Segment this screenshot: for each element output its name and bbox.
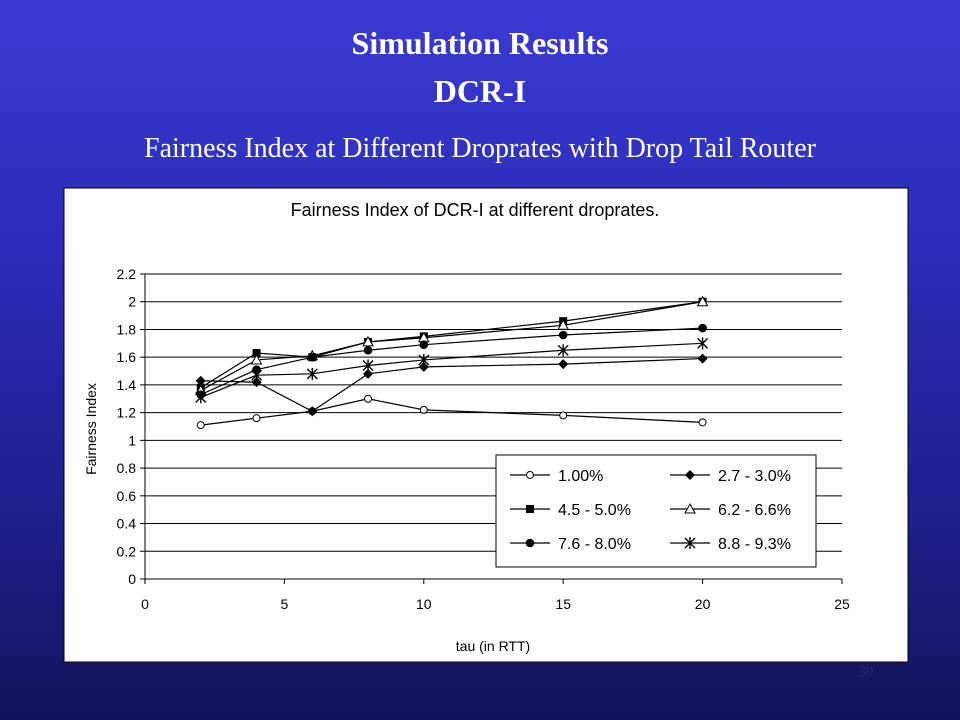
x-tick-label: 15 [555, 596, 571, 612]
data-point-series-4 [250, 353, 263, 365]
legend-label: 4.5 - 5.0% [558, 502, 631, 519]
y-tick-label: 0.4 [117, 516, 137, 532]
data-point-series-6 [251, 369, 263, 382]
data-point-series-2 [558, 359, 569, 370]
y-tick-label: 0 [128, 571, 136, 587]
data-point-series-1 [196, 421, 205, 430]
chart-title: Fairness Index of DCR-I at different dro… [291, 200, 660, 220]
data-point-series-1 [419, 405, 428, 414]
slide-title-line2: DCR-I [433, 73, 527, 109]
data-point-series-1 [698, 418, 707, 427]
data-point-series-1 [252, 414, 261, 423]
y-tick-label: 0.2 [117, 543, 137, 559]
legend-marker [684, 502, 696, 514]
chart-frame [63, 187, 909, 663]
legend-marker [525, 538, 535, 548]
legend-marker [684, 537, 696, 549]
data-point-series-2 [697, 353, 708, 364]
data-point-series-6 [306, 367, 318, 380]
legend-label: 8.8 - 9.3% [718, 536, 791, 553]
data-point-series-6 [418, 353, 430, 366]
x-tick-label: 20 [695, 596, 711, 612]
y-tick-label: 1.6 [117, 349, 137, 365]
x-axis-label: tau (in RTT) [456, 638, 530, 654]
data-point-series-5 [698, 323, 707, 333]
data-point-series-2 [251, 377, 262, 388]
data-point-series-6 [362, 359, 374, 372]
legend-label: 1.00% [558, 468, 603, 485]
y-tick-label: 1.8 [117, 321, 137, 337]
y-axis-label: Fairness Index [83, 383, 99, 475]
data-point-series-1 [559, 411, 568, 420]
data-point-series-6 [195, 391, 207, 404]
data-point-series-2 [195, 375, 206, 386]
data-point-series-4 [696, 295, 709, 307]
data-point-series-4 [557, 319, 570, 330]
legend-marker [526, 505, 534, 513]
legend-label: 2.7 - 3.0% [718, 468, 791, 485]
y-tick-label: 1.4 [117, 377, 137, 393]
data-point-series-3 [252, 349, 261, 358]
x-tick-label: 10 [416, 596, 432, 612]
legend-marker [526, 471, 534, 479]
y-tick-label: 2 [128, 294, 136, 310]
x-tick-label: 5 [281, 596, 289, 612]
y-tick-label: 2.2 [117, 266, 137, 282]
page-number: 30 [858, 664, 874, 680]
y-tick-label: 1 [128, 432, 136, 448]
legend-box [495, 454, 817, 568]
y-tick-label: 0.6 [117, 488, 137, 504]
data-point-series-6 [557, 344, 569, 357]
slide-title: Simulation Results [351, 25, 609, 61]
data-point-series-5 [558, 330, 568, 340]
data-point-series-1 [364, 394, 373, 403]
legend-label: 7.6 - 8.0% [558, 536, 631, 553]
data-point-series-4 [362, 335, 374, 347]
data-point-series-5 [419, 340, 429, 350]
data-point-series-2 [363, 368, 374, 379]
data-point-series-5 [363, 345, 373, 355]
data-point-series-6 [697, 337, 709, 350]
x-tick-label: 25 [834, 596, 850, 612]
legend-marker [685, 470, 695, 480]
legend-label: 6.2 - 6.6% [718, 502, 791, 519]
data-point-series-5 [307, 352, 317, 362]
y-tick-label: 0.8 [117, 460, 137, 476]
data-point-series-2 [418, 361, 429, 372]
x-tick-label: 0 [141, 596, 149, 612]
data-point-series-2 [307, 406, 318, 417]
y-tick-label: 1.2 [117, 405, 137, 421]
slide-subtitle: Fairness Index at Different Droprates wi… [144, 133, 816, 164]
